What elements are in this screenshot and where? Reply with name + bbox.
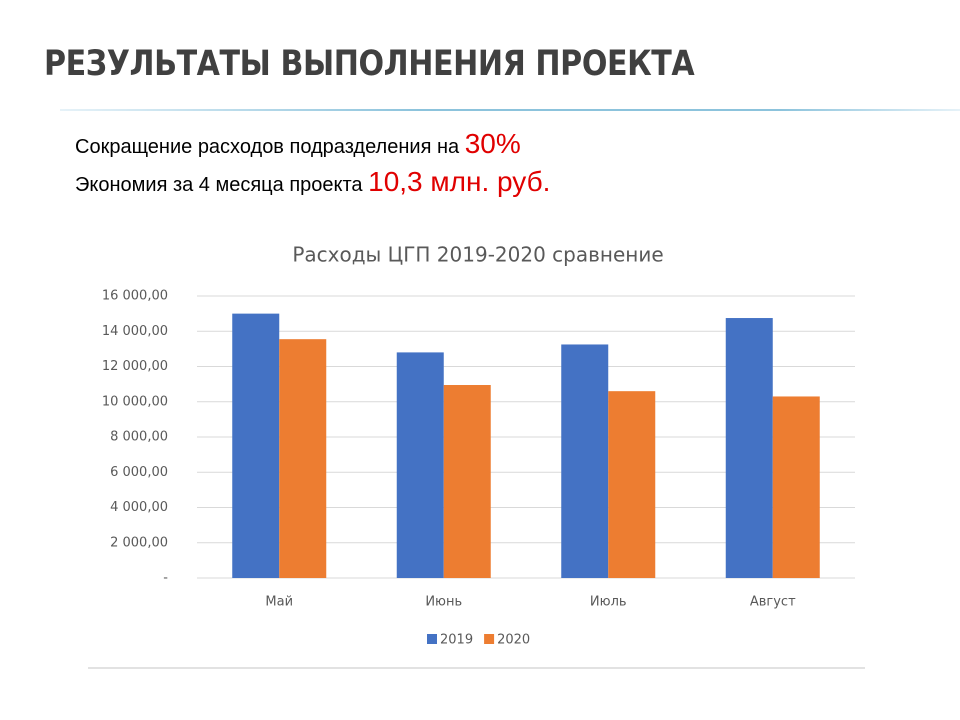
y-tick-label: - [163, 571, 168, 586]
text-line: Сокращение расходов подразделения на 30% [75, 128, 521, 160]
bar [561, 344, 609, 578]
bar [279, 339, 327, 578]
y-tick-label: 16 000,00 [102, 289, 168, 304]
legend-label: 2020 [497, 633, 530, 648]
y-tick-label: 4 000,00 [110, 500, 168, 515]
x-tick-label: Июль [590, 595, 627, 610]
y-tick-label: 14 000,00 [102, 324, 168, 339]
x-tick-label: Май [265, 595, 293, 610]
y-tick-label: 12 000,00 [102, 359, 168, 374]
highlight: 10,3 млн. руб. [368, 166, 551, 197]
text: Сокращение расходов подразделения на [75, 136, 460, 158]
bar [443, 385, 491, 578]
chart-title: Расходы ЦГП 2019-2020 сравнение [292, 243, 663, 267]
highlight: 30% [464, 128, 521, 159]
text-line: Экономия за 4 месяца проекта 10,3 млн. р… [75, 166, 550, 198]
y-tick-label: 2 000,00 [110, 535, 168, 550]
bar [772, 396, 820, 578]
x-tick-label: Июнь [425, 595, 462, 610]
y-tick-label: 6 000,00 [110, 465, 168, 480]
legend-label: 2019 [440, 633, 473, 648]
y-tick-label: 10 000,00 [102, 394, 168, 409]
legend-swatch [427, 634, 437, 644]
title-rule [60, 109, 960, 111]
legend-swatch [484, 634, 495, 644]
bar [232, 313, 280, 578]
text: Экономия за 4 месяца проекта [75, 174, 363, 196]
x-tick-label: Август [750, 595, 796, 610]
bar [725, 318, 773, 578]
y-tick-label: 8 000,00 [110, 430, 168, 445]
bar [608, 391, 656, 578]
bar [396, 352, 444, 578]
slide-title: РЕЗУЛЬТАТЫ ВЫПОЛНЕНИЯ ПРОЕКТА [44, 44, 695, 84]
